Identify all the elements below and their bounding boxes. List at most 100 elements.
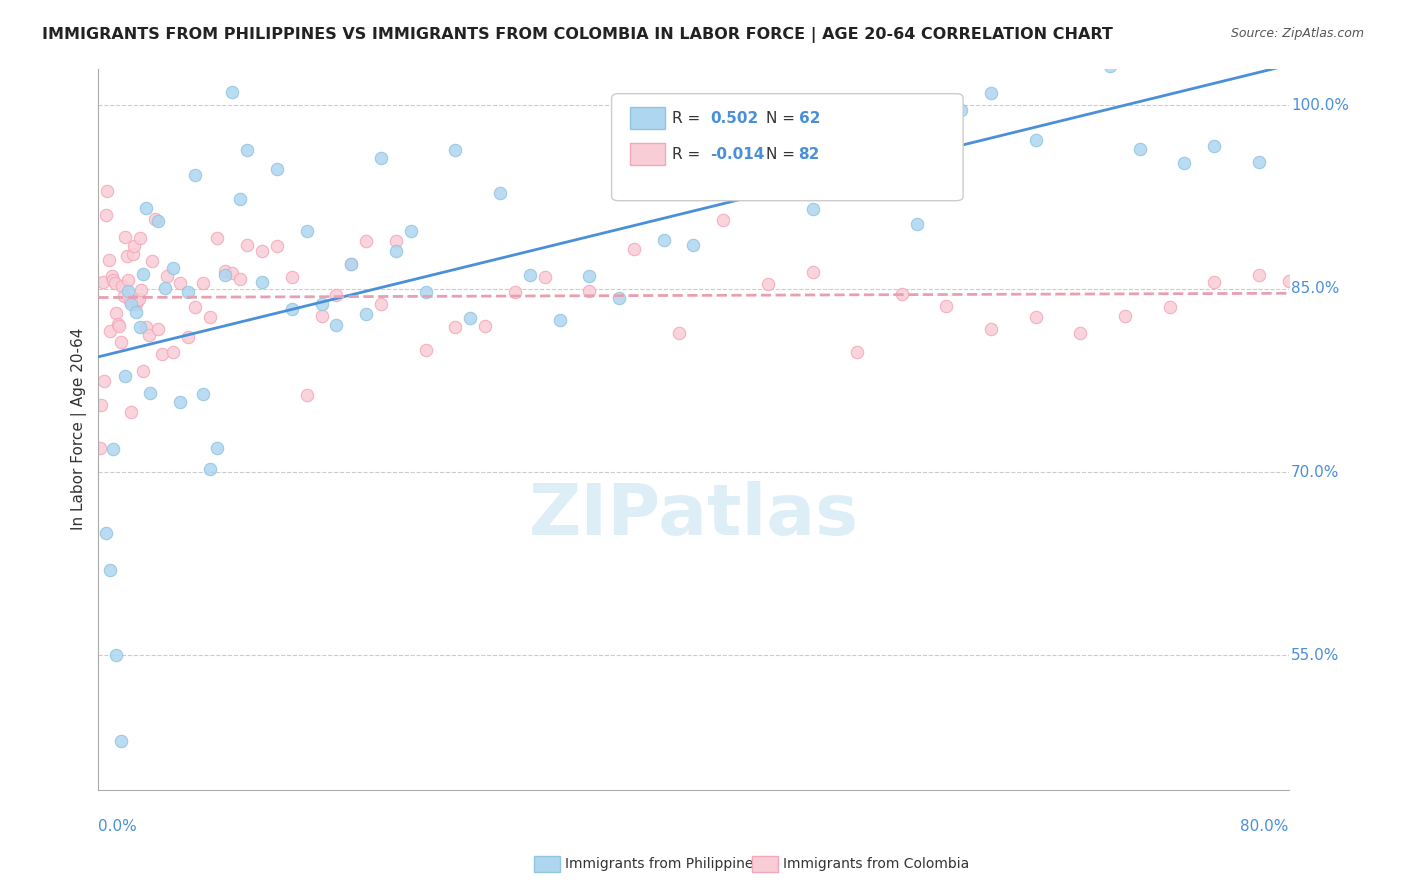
Text: R =: R = — [672, 147, 706, 161]
Point — [935, 299, 957, 313]
Point — [120, 297, 142, 311]
Point — [138, 328, 160, 343]
Point — [519, 268, 541, 282]
Point — [756, 148, 779, 162]
Point — [110, 734, 132, 748]
Point — [474, 319, 496, 334]
Point — [120, 405, 142, 419]
Point — [184, 301, 207, 315]
Point — [139, 385, 162, 400]
Point — [890, 286, 912, 301]
Point — [221, 85, 243, 99]
Point — [162, 344, 184, 359]
Point — [980, 322, 1002, 336]
Point — [325, 318, 347, 332]
Text: R =: R = — [672, 112, 706, 126]
Point — [117, 285, 139, 299]
Point — [281, 301, 304, 316]
Point — [295, 387, 318, 401]
Point — [399, 224, 422, 238]
Point — [114, 230, 136, 244]
Point — [90, 398, 112, 412]
Point — [184, 169, 207, 183]
Point — [191, 386, 214, 401]
Text: Source: ZipAtlas.com: Source: ZipAtlas.com — [1230, 27, 1364, 40]
Point — [191, 277, 214, 291]
Point — [121, 246, 143, 260]
Y-axis label: In Labor Force | Age 20-64: In Labor Force | Age 20-64 — [72, 328, 87, 531]
Point — [311, 309, 333, 323]
Point — [385, 234, 408, 248]
Point — [118, 293, 141, 308]
Point — [250, 244, 273, 258]
Point — [1069, 326, 1091, 341]
Point — [1204, 139, 1226, 153]
Point — [801, 202, 824, 216]
Point — [135, 320, 157, 334]
Point — [131, 283, 153, 297]
Point — [176, 285, 198, 300]
Point — [607, 291, 630, 305]
Point — [97, 253, 120, 268]
Point — [103, 273, 125, 287]
Point — [444, 320, 467, 334]
Point — [1099, 59, 1122, 73]
Text: 0.0%: 0.0% — [98, 819, 138, 834]
Point — [94, 208, 117, 222]
Point — [876, 152, 898, 166]
Point — [198, 310, 221, 325]
Point — [105, 306, 128, 320]
Point — [110, 334, 132, 349]
Point — [125, 293, 148, 307]
Point — [89, 441, 111, 455]
Point — [578, 269, 600, 284]
Point — [228, 272, 250, 286]
Point — [115, 249, 138, 263]
Point — [1247, 154, 1270, 169]
Point — [91, 275, 114, 289]
Point — [114, 369, 136, 384]
Point — [228, 192, 250, 206]
Point — [221, 267, 243, 281]
Point — [370, 152, 392, 166]
Text: N =: N = — [766, 147, 800, 161]
Point — [950, 103, 973, 117]
Point — [1129, 142, 1152, 156]
Point — [100, 269, 122, 284]
Text: 55.0%: 55.0% — [1291, 648, 1340, 663]
Point — [141, 253, 163, 268]
Point — [533, 269, 555, 284]
Point — [146, 214, 169, 228]
Point — [129, 231, 152, 245]
Text: IMMIGRANTS FROM PHILIPPINES VS IMMIGRANTS FROM COLOMBIA IN LABOR FORCE | AGE 20-: IMMIGRANTS FROM PHILIPPINES VS IMMIGRANT… — [42, 27, 1114, 43]
Point — [150, 347, 173, 361]
Point — [370, 296, 392, 310]
Point — [578, 284, 600, 298]
Point — [711, 178, 734, 192]
Point — [295, 224, 318, 238]
Point — [1278, 274, 1301, 288]
Text: 0.502: 0.502 — [710, 112, 758, 126]
Point — [489, 186, 512, 201]
Text: 62: 62 — [799, 112, 820, 126]
Point — [281, 270, 304, 285]
Point — [198, 462, 221, 476]
Point — [503, 285, 526, 299]
Text: 100.0%: 100.0% — [1291, 98, 1348, 112]
Point — [124, 305, 146, 319]
Point — [682, 238, 704, 252]
Point — [103, 442, 125, 456]
Point — [132, 364, 155, 378]
Point — [94, 526, 117, 541]
Text: Immigrants from Philippines: Immigrants from Philippines — [565, 857, 761, 871]
Text: 82: 82 — [799, 147, 820, 161]
Point — [831, 186, 853, 200]
Point — [1173, 155, 1195, 169]
Point — [415, 285, 437, 299]
Point — [668, 326, 690, 340]
Point — [207, 441, 229, 455]
Point — [93, 374, 115, 388]
Text: N =: N = — [766, 112, 800, 126]
Point — [1204, 275, 1226, 289]
Point — [107, 317, 129, 331]
